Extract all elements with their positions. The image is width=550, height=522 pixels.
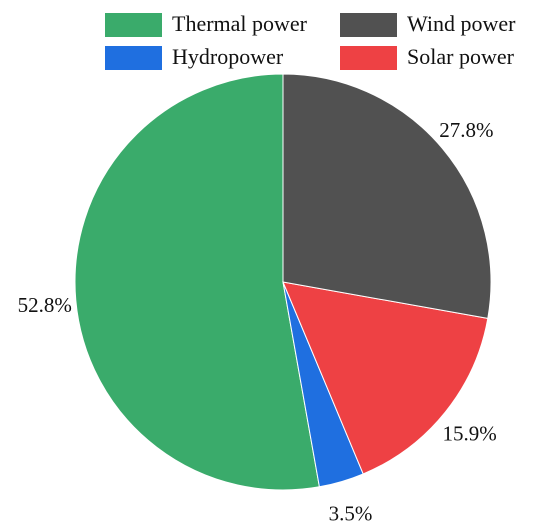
legend-swatch (340, 46, 397, 70)
slice-label: 27.8% (439, 118, 493, 142)
legend-label: Hydropower (172, 44, 284, 69)
legend-label: Wind power (407, 11, 516, 36)
slice-label: 52.8% (18, 293, 72, 317)
legend-label: Thermal power (172, 11, 308, 36)
slice-label: 15.9% (443, 421, 497, 445)
pie-slice (282, 73, 492, 319)
legend-swatch (105, 13, 162, 37)
pie-slice (282, 281, 489, 475)
pie-slice (74, 73, 320, 491)
legend-swatch (340, 13, 397, 37)
legend-label: Solar power (407, 44, 515, 69)
slice-label: 3.5% (329, 501, 373, 522)
legend-swatch (105, 46, 162, 70)
